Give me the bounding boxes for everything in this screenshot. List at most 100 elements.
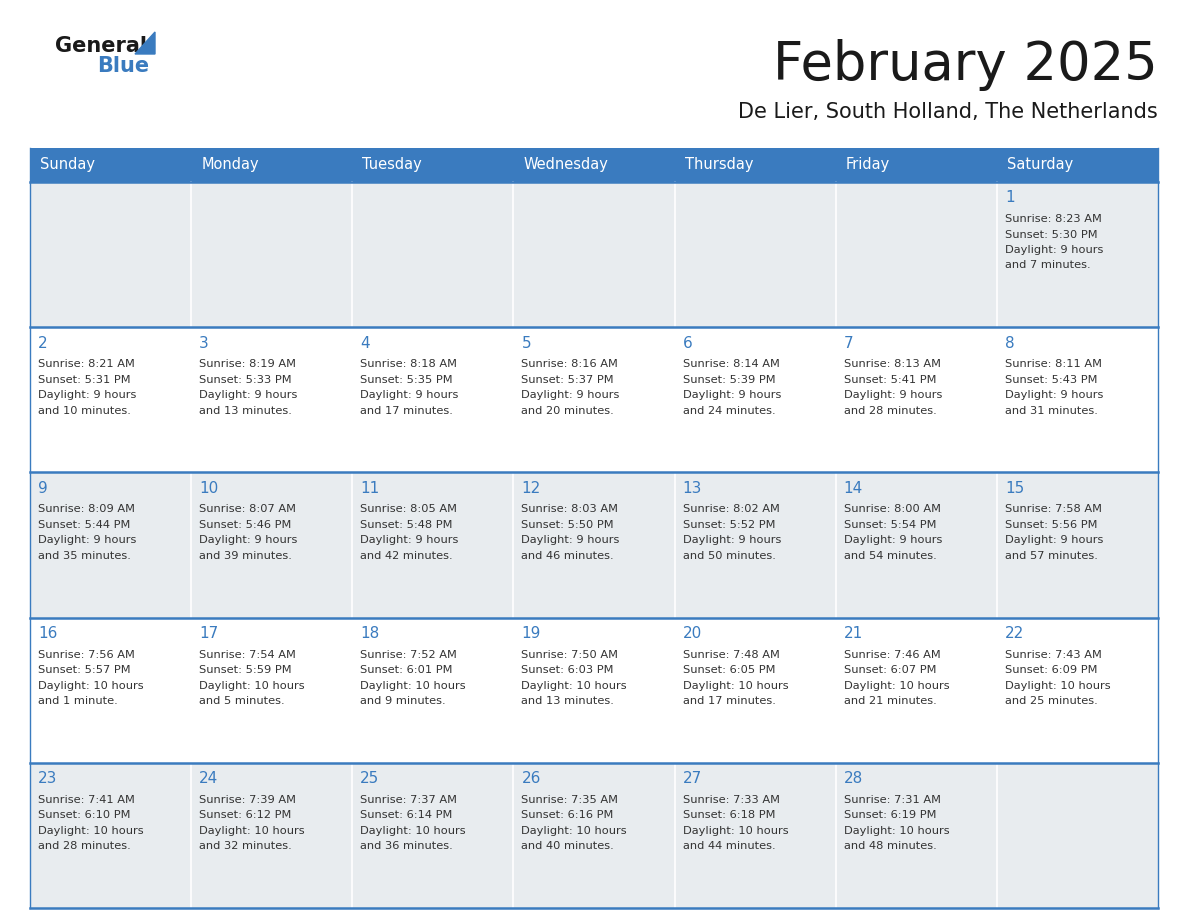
Text: 16: 16 bbox=[38, 626, 57, 641]
Text: Sunrise: 7:33 AM: Sunrise: 7:33 AM bbox=[683, 795, 779, 805]
Text: Sunset: 5:54 PM: Sunset: 5:54 PM bbox=[843, 520, 936, 530]
Text: Sunrise: 8:23 AM: Sunrise: 8:23 AM bbox=[1005, 214, 1101, 224]
Text: 5: 5 bbox=[522, 336, 531, 351]
Text: Sunset: 5:48 PM: Sunset: 5:48 PM bbox=[360, 520, 453, 530]
Bar bbox=[191, 148, 353, 182]
Bar bbox=[835, 148, 997, 182]
Text: and 40 minutes.: and 40 minutes. bbox=[522, 841, 614, 851]
Bar bbox=[353, 327, 513, 473]
Bar bbox=[675, 473, 835, 618]
Text: Sunrise: 7:39 AM: Sunrise: 7:39 AM bbox=[200, 795, 296, 805]
Text: Sunset: 5:44 PM: Sunset: 5:44 PM bbox=[38, 520, 131, 530]
Text: and 35 minutes.: and 35 minutes. bbox=[38, 551, 131, 561]
Text: Daylight: 9 hours: Daylight: 9 hours bbox=[1005, 245, 1104, 255]
Text: and 13 minutes.: and 13 minutes. bbox=[200, 406, 292, 416]
Bar bbox=[353, 182, 513, 327]
Text: and 46 minutes.: and 46 minutes. bbox=[522, 551, 614, 561]
Text: Daylight: 10 hours: Daylight: 10 hours bbox=[843, 826, 949, 835]
Text: Sunrise: 8:07 AM: Sunrise: 8:07 AM bbox=[200, 504, 296, 514]
Text: Daylight: 10 hours: Daylight: 10 hours bbox=[1005, 680, 1111, 690]
Text: and 28 minutes.: and 28 minutes. bbox=[38, 841, 131, 851]
Bar bbox=[353, 763, 513, 908]
Text: Sunset: 5:37 PM: Sunset: 5:37 PM bbox=[522, 375, 614, 385]
Bar bbox=[675, 763, 835, 908]
Bar bbox=[513, 182, 675, 327]
Text: and 9 minutes.: and 9 minutes. bbox=[360, 696, 446, 706]
Text: and 21 minutes.: and 21 minutes. bbox=[843, 696, 936, 706]
Bar bbox=[191, 182, 353, 327]
Bar bbox=[30, 473, 191, 618]
Text: Sunrise: 8:02 AM: Sunrise: 8:02 AM bbox=[683, 504, 779, 514]
Text: Sunrise: 8:21 AM: Sunrise: 8:21 AM bbox=[38, 359, 135, 369]
Bar bbox=[513, 473, 675, 618]
Text: Sunset: 5:39 PM: Sunset: 5:39 PM bbox=[683, 375, 776, 385]
Text: Daylight: 9 hours: Daylight: 9 hours bbox=[522, 390, 620, 400]
Text: 27: 27 bbox=[683, 771, 702, 787]
Text: 18: 18 bbox=[360, 626, 379, 641]
Text: 23: 23 bbox=[38, 771, 57, 787]
Bar bbox=[30, 182, 191, 327]
Text: Sunset: 5:43 PM: Sunset: 5:43 PM bbox=[1005, 375, 1098, 385]
Text: 11: 11 bbox=[360, 481, 379, 496]
Text: Sunset: 5:31 PM: Sunset: 5:31 PM bbox=[38, 375, 131, 385]
Text: and 44 minutes.: and 44 minutes. bbox=[683, 841, 776, 851]
Text: Sunrise: 8:03 AM: Sunrise: 8:03 AM bbox=[522, 504, 619, 514]
Text: and 54 minutes.: and 54 minutes. bbox=[843, 551, 936, 561]
Bar bbox=[513, 148, 675, 182]
Bar bbox=[835, 327, 997, 473]
Text: 4: 4 bbox=[360, 336, 369, 351]
Text: Sunrise: 8:18 AM: Sunrise: 8:18 AM bbox=[360, 359, 457, 369]
Text: 1: 1 bbox=[1005, 191, 1015, 206]
Text: Friday: Friday bbox=[846, 158, 890, 173]
Text: Daylight: 9 hours: Daylight: 9 hours bbox=[522, 535, 620, 545]
Text: 21: 21 bbox=[843, 626, 862, 641]
Text: Daylight: 10 hours: Daylight: 10 hours bbox=[200, 826, 305, 835]
Bar bbox=[835, 182, 997, 327]
Text: and 13 minutes.: and 13 minutes. bbox=[522, 696, 614, 706]
Text: Sunset: 5:52 PM: Sunset: 5:52 PM bbox=[683, 520, 775, 530]
Text: Daylight: 9 hours: Daylight: 9 hours bbox=[1005, 390, 1104, 400]
Text: Sunrise: 8:05 AM: Sunrise: 8:05 AM bbox=[360, 504, 457, 514]
Text: Sunset: 6:09 PM: Sunset: 6:09 PM bbox=[1005, 666, 1098, 675]
Text: 9: 9 bbox=[38, 481, 48, 496]
Text: Daylight: 9 hours: Daylight: 9 hours bbox=[683, 390, 781, 400]
Text: 14: 14 bbox=[843, 481, 862, 496]
Text: and 24 minutes.: and 24 minutes. bbox=[683, 406, 776, 416]
Bar bbox=[353, 473, 513, 618]
Text: Daylight: 10 hours: Daylight: 10 hours bbox=[38, 826, 144, 835]
Text: and 25 minutes.: and 25 minutes. bbox=[1005, 696, 1098, 706]
Text: 7: 7 bbox=[843, 336, 853, 351]
Text: Sunset: 5:41 PM: Sunset: 5:41 PM bbox=[843, 375, 936, 385]
Text: and 36 minutes.: and 36 minutes. bbox=[360, 841, 453, 851]
Text: Sunrise: 7:31 AM: Sunrise: 7:31 AM bbox=[843, 795, 941, 805]
Text: and 39 minutes.: and 39 minutes. bbox=[200, 551, 292, 561]
Text: Sunrise: 7:46 AM: Sunrise: 7:46 AM bbox=[843, 650, 941, 660]
Text: 28: 28 bbox=[843, 771, 862, 787]
Bar bbox=[997, 148, 1158, 182]
Text: and 31 minutes.: and 31 minutes. bbox=[1005, 406, 1098, 416]
Text: Sunset: 5:35 PM: Sunset: 5:35 PM bbox=[360, 375, 453, 385]
Text: Sunset: 6:03 PM: Sunset: 6:03 PM bbox=[522, 666, 614, 675]
Polygon shape bbox=[135, 32, 154, 54]
Text: Daylight: 9 hours: Daylight: 9 hours bbox=[38, 535, 137, 545]
Text: Daylight: 9 hours: Daylight: 9 hours bbox=[200, 535, 297, 545]
Text: and 5 minutes.: and 5 minutes. bbox=[200, 696, 285, 706]
Bar bbox=[30, 618, 191, 763]
Bar bbox=[191, 763, 353, 908]
Bar bbox=[191, 473, 353, 618]
Text: Sunrise: 8:19 AM: Sunrise: 8:19 AM bbox=[200, 359, 296, 369]
Text: 17: 17 bbox=[200, 626, 219, 641]
Bar bbox=[191, 618, 353, 763]
Text: 8: 8 bbox=[1005, 336, 1015, 351]
Bar bbox=[997, 327, 1158, 473]
Text: February 2025: February 2025 bbox=[773, 39, 1158, 91]
Text: Sunrise: 8:09 AM: Sunrise: 8:09 AM bbox=[38, 504, 135, 514]
Text: 20: 20 bbox=[683, 626, 702, 641]
Text: Daylight: 10 hours: Daylight: 10 hours bbox=[683, 680, 788, 690]
Text: Daylight: 10 hours: Daylight: 10 hours bbox=[200, 680, 305, 690]
Bar bbox=[513, 327, 675, 473]
Text: Daylight: 9 hours: Daylight: 9 hours bbox=[1005, 535, 1104, 545]
Text: Sunrise: 7:54 AM: Sunrise: 7:54 AM bbox=[200, 650, 296, 660]
Text: 2: 2 bbox=[38, 336, 48, 351]
Text: Tuesday: Tuesday bbox=[362, 158, 422, 173]
